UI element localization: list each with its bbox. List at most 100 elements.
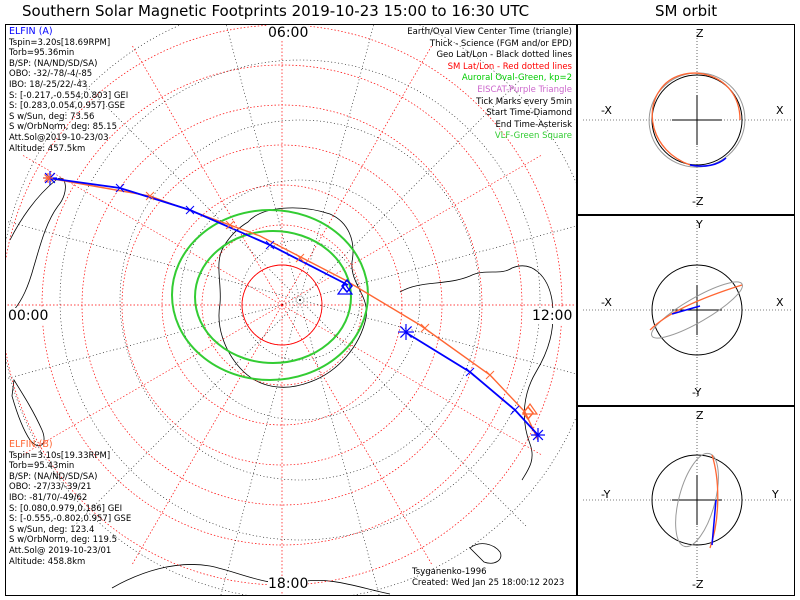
- sm-panel-3: [583, 412, 792, 588]
- africa-coastline: [111, 564, 391, 595]
- elfin-a-lines: Tspin=3.20s[18.69RPM] Torb=95.36min B/SP: …: [9, 38, 128, 155]
- sm1-left-label: -X: [601, 104, 612, 117]
- sm2-right-label: X: [776, 296, 784, 309]
- geo-latitude-circle: [119, 119, 481, 481]
- elfin-a-info: ELFIN (A) Tspin=3.20s[18.69RPM] Torb=95.3…: [9, 26, 128, 155]
- sm-pole-circle: [241, 264, 323, 346]
- sm-longitude-line: [281, 304, 433, 565]
- legend-entry: Earth/Oval View Center Time (triangle): [407, 27, 572, 37]
- elfin-b-info: ELFIN (B) Tspin=3.10s[19.33RPM] Torb=95.4…: [9, 439, 131, 568]
- sm1-right-label: X: [776, 104, 784, 117]
- elfin-b-tick: [295, 253, 305, 263]
- elfin-a-end-asterisk-2: [532, 429, 544, 441]
- geo-longitude-line: [73, 73, 301, 301]
- elfin-b-tick: [420, 323, 430, 333]
- elfin-b-tick: [485, 370, 495, 380]
- geo-longitude-line: [226, 25, 301, 301]
- sm-longitude-line: [281, 45, 433, 306]
- mlt-label-left: 00:00: [8, 308, 49, 324]
- info-line: S: [-0.555,-0.802,0.957] GSE: [9, 514, 132, 525]
- south-georgia-coastline: [469, 543, 502, 564]
- mlt-label-bottom: 18:00: [268, 576, 309, 592]
- earth-circle: [651, 454, 743, 546]
- info-line: S w/Sun, deg: 123.4: [9, 524, 95, 535]
- geo-longitude-line: [6, 220, 301, 301]
- info-line: OBO: -32/-78/-4/-85: [9, 69, 93, 80]
- legend-entry: Thick - Science (FGM and/or EPD): [429, 38, 572, 49]
- auroral-oval-outer: [171, 209, 369, 381]
- info-line: S: [-0.217,-0.554,0.803] GEI: [9, 90, 129, 101]
- satellite-tracks: [43, 171, 545, 442]
- sm-longitude-line: [131, 304, 283, 565]
- sm1-top-label: Z: [696, 27, 704, 40]
- info-line: Torb=95.36min: [9, 48, 75, 59]
- info-line: Tspin=3.10s[19.33RPM]: [9, 450, 111, 461]
- elfin-b-orbit: [675, 452, 719, 548]
- geo-latitude-circle: [179, 179, 421, 421]
- sm1-bottom-label: -Z: [692, 195, 704, 208]
- elfin-a-start-asterisk: [399, 325, 413, 339]
- info-line: S: [0.283,0.054,0.957] GSE: [9, 101, 126, 112]
- sm3-top-label: Z: [696, 409, 704, 422]
- geo-longitude-line: [73, 299, 301, 527]
- geo-longitude-line: [299, 73, 527, 301]
- earth-circle: [651, 264, 743, 356]
- sm2-bottom-label: -Y: [692, 386, 702, 399]
- sm-panel-1: [583, 32, 792, 208]
- sm-longitude-line: [281, 154, 542, 306]
- elfin-a-orbit-sci: [651, 72, 741, 166]
- sm-latitude-circle: [41, 64, 523, 546]
- sm3-left-label: -Y: [601, 488, 611, 501]
- elfin-a-orbit: [711, 499, 717, 546]
- info-line: Torb=95.43min: [9, 461, 75, 472]
- sm-orbit-yz-panel: [577, 406, 795, 596]
- info-line: IBO: -81/70/-49/62: [9, 492, 88, 503]
- elfin-b-tick: [145, 191, 155, 201]
- elfin-a-orbit: [671, 305, 701, 315]
- info-line: S w/OrbNorm, deg: 119.5: [9, 535, 118, 546]
- elfin-a-tick: [115, 183, 125, 193]
- geo-latitude-circle: [59, 59, 541, 541]
- elfin-a-track-2: [404, 331, 539, 436]
- elfin-a-center-triangle: [336, 282, 354, 295]
- legend-entry: EISCAT-Purple Triangle: [477, 84, 572, 95]
- sm-orbit-xy-panel: [577, 215, 795, 406]
- geo-longitude-line: [299, 299, 576, 375]
- elfin-a-orbit-sci: [649, 284, 743, 331]
- info-line: Tspin=3.20s[18.69RPM]: [9, 37, 111, 48]
- sm-longitude-line: [281, 304, 542, 456]
- elfin-b-lines: Tspin=3.10s[19.33RPM] Torb=95.43min B/SP: …: [9, 451, 131, 568]
- info-line: S w/Sun, deg: 73.56: [9, 111, 95, 122]
- info-line: Att.Sol@2019-10-23/03: [9, 132, 109, 143]
- sm-latitude-circle: [121, 144, 443, 466]
- sm-panel-2: [583, 222, 792, 398]
- new-zealand-coastline: [11, 378, 45, 447]
- info-line: S: [0.080,0.979,0.186] GEI: [9, 503, 123, 514]
- info-line: Altitude: 458.8km: [9, 556, 86, 567]
- legend-entry: Geo Lat/Lon - Black dotted lines: [436, 50, 572, 61]
- model-credit: Tsyganenko-1996: [412, 567, 487, 577]
- sm-orbit-xz-panel: [577, 24, 795, 215]
- sm3-right-label: Y: [772, 488, 779, 501]
- sm-longitude-line: [22, 304, 283, 456]
- sm-longitude-line: [131, 45, 283, 306]
- footprint-plot-frame: [5, 24, 577, 596]
- legend-entry: SM Lat/Lon - Red dotted lines: [447, 61, 572, 72]
- legend-entry: End Time-Asterisk: [495, 119, 572, 130]
- elfin-b-orbit: [651, 281, 743, 339]
- orbit-title: SM orbit: [655, 2, 718, 20]
- elfin-b-name: ELFIN (B): [9, 439, 53, 450]
- elfin-a-tick: [185, 205, 195, 215]
- mlt-label-top: 06:00: [268, 25, 309, 41]
- elfin-a-tick: [510, 405, 520, 415]
- info-line: OBO: -27/33/-39/21: [9, 482, 92, 493]
- legend-entry: VLF-Green Square: [494, 131, 572, 142]
- australia-coastline: [9, 177, 66, 311]
- info-line: IBO: 18/-25/22/-43: [9, 79, 88, 90]
- south-america-coastline: [399, 265, 554, 481]
- legend: Earth/Oval View Center Time (triangle) Th…: [407, 27, 572, 143]
- legend-entry: Start Time-Diamond: [486, 108, 572, 119]
- auroral-oval-inner: [194, 230, 352, 364]
